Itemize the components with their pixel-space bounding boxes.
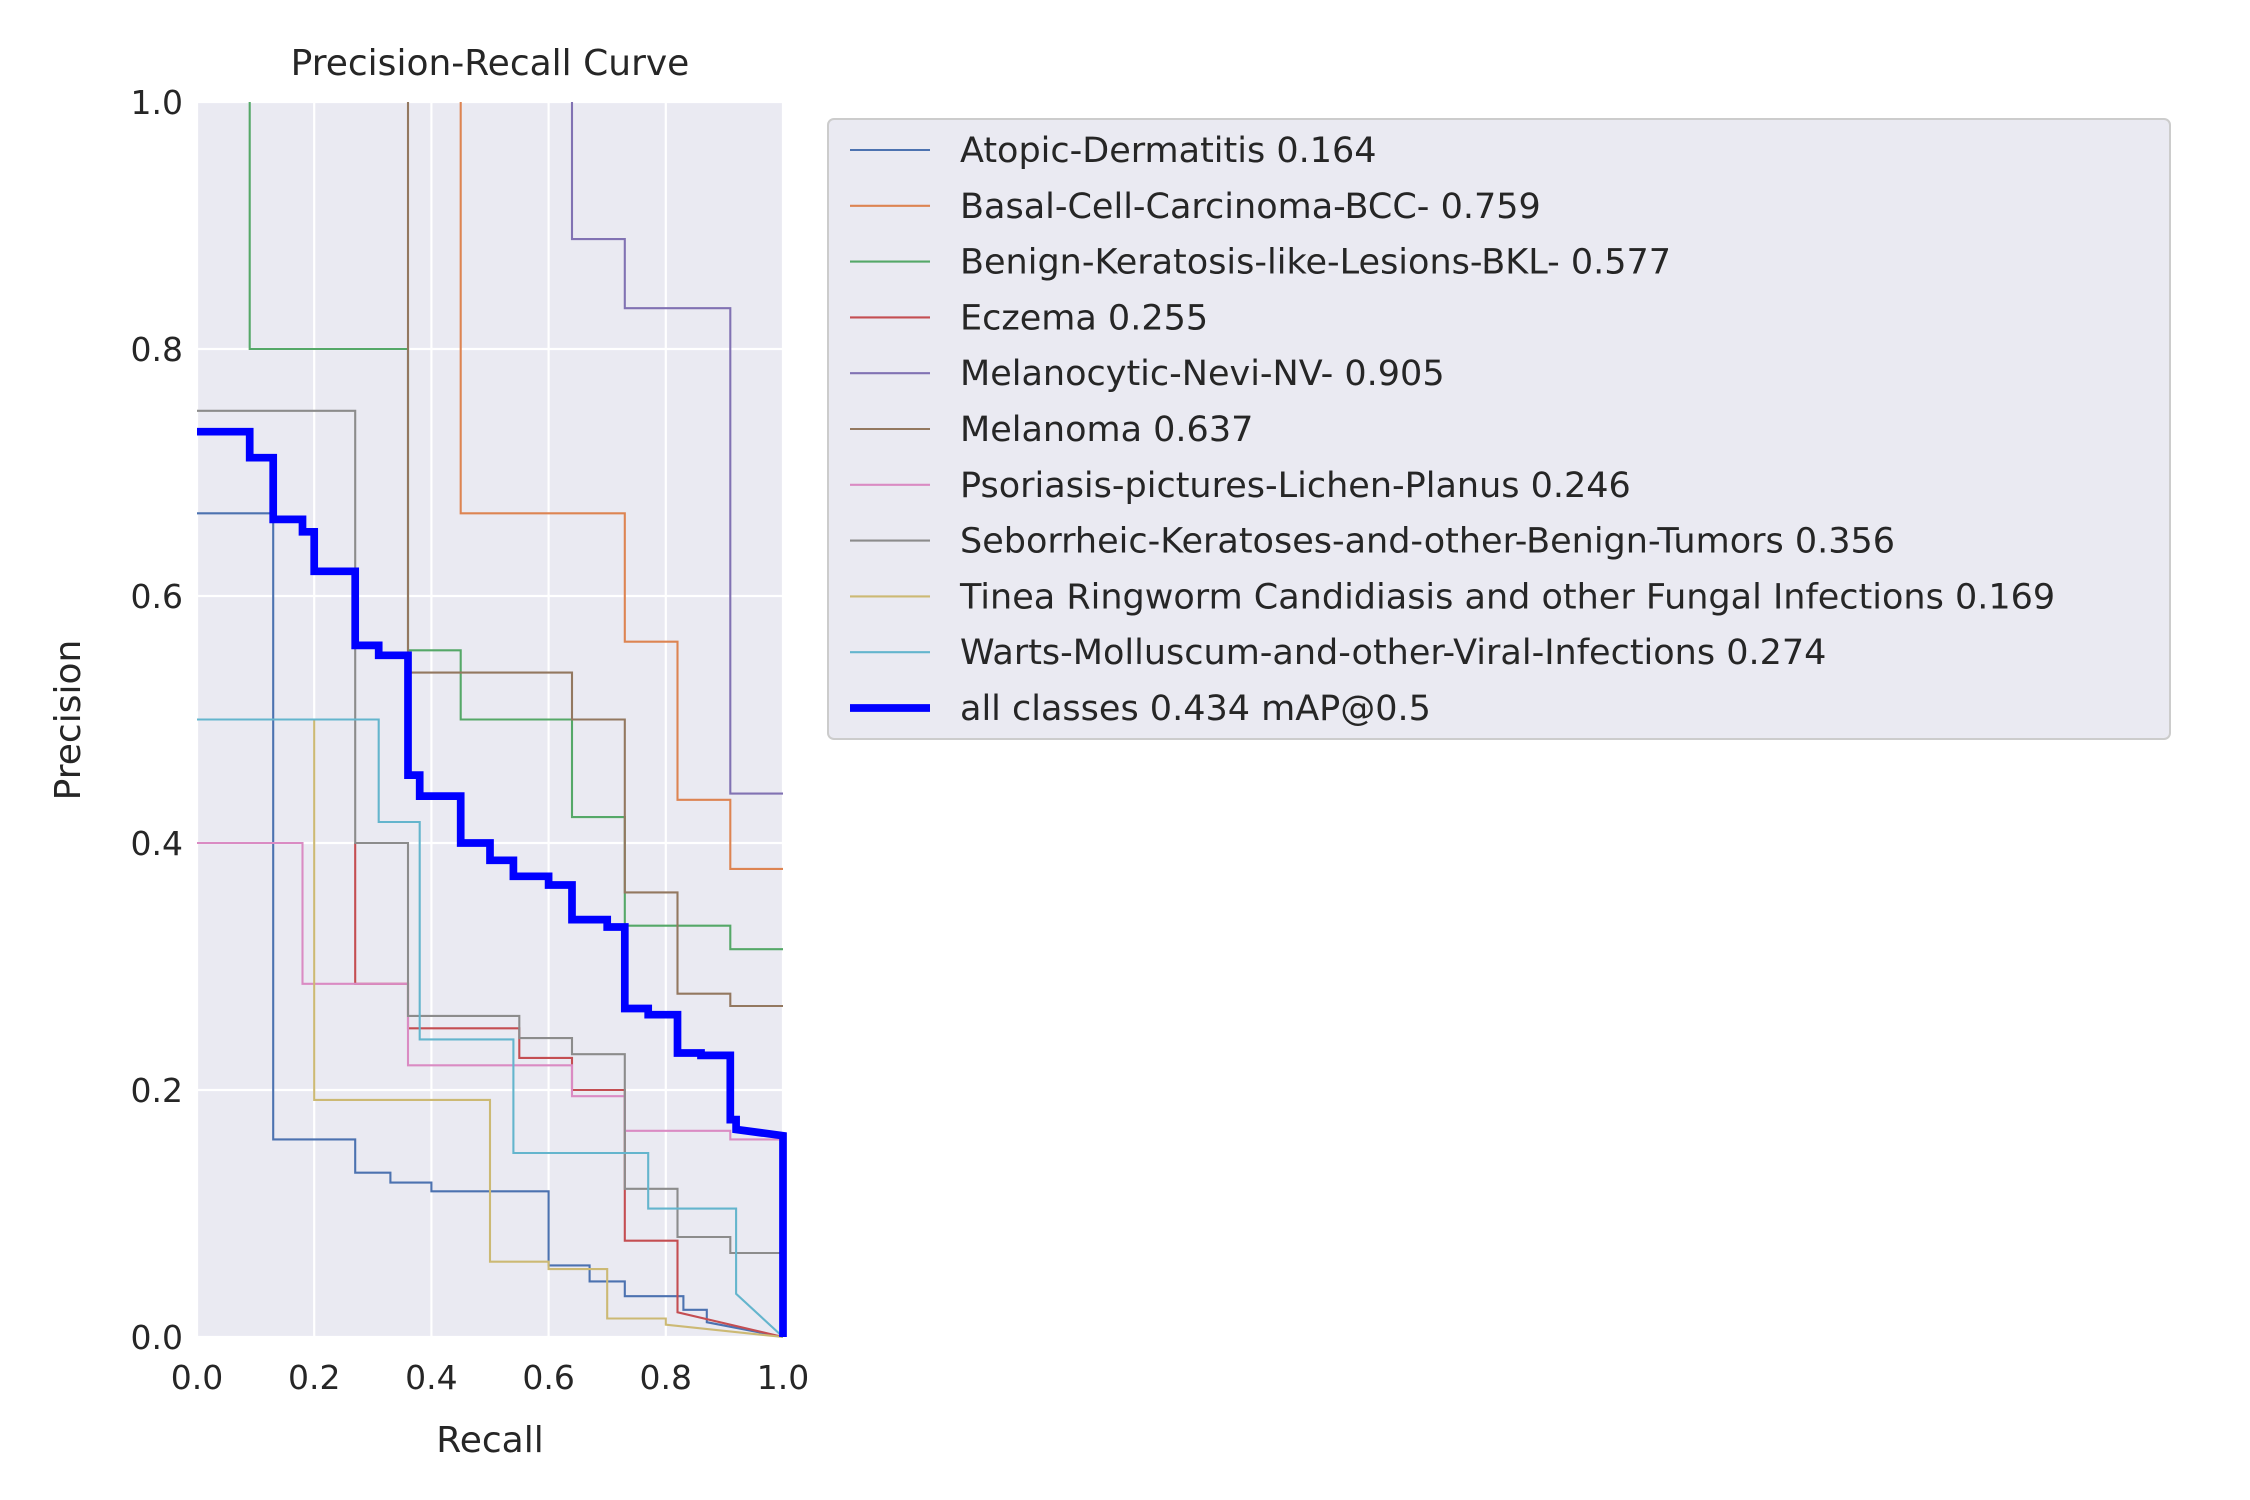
series-line-9 [197, 718, 784, 1338]
tick-labels: 0.0 0.2 0.4 0.6 0.8 1.0 0.0 0.2 0.4 0.6 0.8 1.0 [131, 83, 810, 1397]
legend: Atopic-Dermatitis 0.164 Basal-Cell-Carcin… [827, 118, 2171, 740]
series-line-0 [197, 512, 784, 1339]
x-tick-label: 0.0 [171, 1358, 223, 1397]
x-tick-label: 1.0 [757, 1358, 809, 1397]
y-tick-label: 0.2 [131, 1071, 183, 1110]
series-line-10 [197, 427, 787, 1337]
legend-label: Atopic-Dermatitis 0.164 [960, 131, 1377, 171]
y-tick-label: 0.8 [131, 330, 183, 369]
y-axis-label: Precision [48, 640, 89, 801]
legend-box [827, 118, 2171, 740]
legend-label: Melanocytic-Nevi-NV- 0.905 [960, 354, 1445, 394]
series-line-1 [459, 102, 783, 870]
chart-title: Precision-Recall Curve [291, 43, 690, 84]
legend-label: Warts-Molluscum-and-other-Viral-Infectio… [960, 633, 1826, 673]
x-tick-label: 0.6 [522, 1358, 574, 1397]
series-line-4 [570, 102, 783, 795]
x-tick-label: 0.2 [288, 1358, 340, 1397]
legend-label: all classes 0.434 mAP@0.5 [960, 689, 1431, 729]
series-lines [197, 102, 787, 1339]
y-tick-label: 0.4 [131, 824, 183, 863]
x-tick-label: 0.8 [640, 1358, 692, 1397]
legend-label: Benign-Keratosis-like-Lesions-BKL- 0.577 [960, 243, 1671, 283]
x-axis-label: Recall [436, 1420, 543, 1461]
legend-label: Tinea Ringworm Candidiasis and other Fun… [959, 577, 2055, 617]
series-line-8 [313, 719, 784, 1339]
x-tick-label: 0.4 [405, 1358, 457, 1397]
series-line-7 [197, 409, 783, 1255]
legend-label: Basal-Cell-Carcinoma-BCC- 0.759 [960, 187, 1541, 227]
legend-label: Melanoma 0.637 [960, 410, 1253, 450]
y-tick-label: 0.0 [131, 1318, 183, 1357]
legend-items: Atopic-Dermatitis 0.164 Basal-Cell-Carcin… [850, 131, 2055, 729]
y-tick-label: 1.0 [131, 83, 183, 122]
series-line-5 [406, 102, 783, 1008]
legend-label: Eczema 0.255 [960, 298, 1208, 338]
legend-label: Seborrheic-Keratoses-and-other-Benign-Tu… [960, 522, 1895, 562]
y-tick-label: 0.6 [131, 577, 183, 616]
legend-label: Psoriasis-pictures-Lichen-Planus 0.246 [960, 466, 1631, 506]
series-line-6 [197, 841, 783, 1141]
